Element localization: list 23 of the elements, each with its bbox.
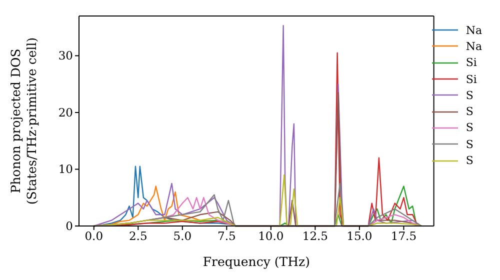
legend-label: S	[466, 121, 474, 134]
y-axis-title: Phonon projected DOS (States/THz·primitive cell)	[8, 37, 39, 205]
legend-label: S	[466, 88, 474, 102]
legend-label: Na	[466, 40, 482, 53]
x-tick-label: 10.0	[258, 229, 284, 244]
y-tick-label: 10	[58, 162, 73, 176]
legend-label: Si	[466, 72, 477, 86]
legend-label: S	[466, 105, 474, 118]
x-tick-label: 12.5	[302, 229, 328, 244]
y-tick-label: 0	[66, 219, 73, 233]
y-tick-label: 20	[58, 105, 73, 120]
legend-label: Na	[466, 24, 482, 37]
x-tick-label: 0.0	[84, 229, 104, 244]
legend-label: S	[466, 154, 474, 168]
legend-label: Si	[466, 56, 477, 70]
x-axis-title: Frequency (THz)	[202, 254, 310, 269]
x-tick-label: 5.0	[173, 229, 192, 244]
x-tick-label: 2.5	[128, 229, 148, 244]
x-tick-label: 17.5	[390, 229, 417, 244]
y-tick-label: 30	[58, 48, 73, 63]
x-tick-label: 7.5	[218, 229, 236, 244]
legend-label: S	[466, 138, 474, 151]
x-tick-label: 15.0	[346, 229, 372, 244]
